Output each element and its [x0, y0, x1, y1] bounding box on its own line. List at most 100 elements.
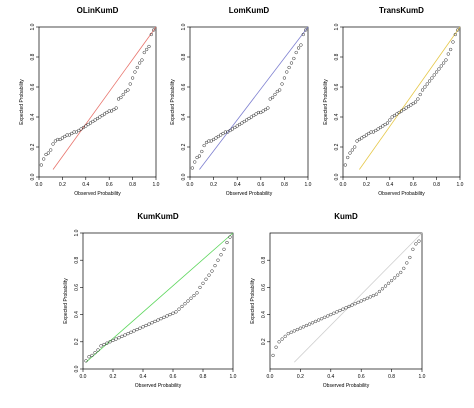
- data-point: [286, 331, 290, 336]
- data-point: [93, 351, 97, 355]
- data-point: [355, 139, 359, 143]
- data-point: [222, 247, 226, 251]
- y-tick-label: 0.4: [334, 113, 340, 120]
- data-point: [278, 88, 282, 92]
- plot-frame: [342, 26, 461, 178]
- x-axis-label: Observed Probability: [226, 191, 273, 197]
- data-point: [320, 317, 324, 321]
- data-point: [256, 110, 261, 115]
- data-point: [411, 247, 415, 251]
- data-point: [392, 276, 397, 280]
- data-point: [168, 312, 172, 317]
- data-point: [353, 302, 357, 306]
- x-tick-label: 0.0: [187, 182, 194, 188]
- data-point: [108, 340, 112, 344]
- data-point: [338, 308, 342, 313]
- y-tick-label: 0.2: [181, 143, 187, 150]
- data-point: [296, 46, 301, 50]
- data-point: [304, 323, 309, 328]
- data-point: [195, 291, 199, 295]
- plot-title: KumKumD: [137, 212, 179, 221]
- data-point: [111, 338, 115, 343]
- data-point: [77, 128, 81, 133]
- data-point: [347, 304, 351, 309]
- data-point: [242, 119, 246, 124]
- data-point: [180, 304, 184, 309]
- data-point: [348, 151, 352, 155]
- data-point: [117, 336, 121, 340]
- data-point: [56, 137, 60, 142]
- data-point: [365, 296, 369, 300]
- data-point: [140, 58, 144, 62]
- y-tick-label: 0.4: [74, 311, 80, 318]
- data-point: [377, 289, 382, 294]
- x-tick-label: 0.2: [59, 182, 66, 188]
- data-point: [353, 145, 357, 149]
- data-point: [204, 277, 208, 281]
- data-point: [147, 44, 151, 49]
- data-point: [369, 130, 373, 134]
- data-point: [210, 269, 214, 273]
- data-point: [390, 115, 394, 119]
- data-point: [292, 329, 296, 333]
- data-point: [213, 263, 217, 268]
- data-point: [299, 43, 303, 47]
- data-point: [223, 130, 228, 134]
- data-point: [350, 148, 355, 152]
- data-point: [216, 258, 220, 262]
- y-axis-label: Expected Probability: [63, 278, 69, 324]
- data-point: [198, 285, 202, 290]
- data-point: [105, 341, 109, 345]
- y-tick-label: 0.6: [30, 83, 36, 90]
- data-point: [386, 281, 391, 285]
- data-point: [427, 79, 432, 83]
- data-point: [219, 133, 223, 137]
- data-point: [141, 325, 145, 329]
- data-point: [362, 297, 366, 302]
- data-point: [303, 28, 308, 32]
- data-point: [207, 273, 211, 277]
- data-point: [414, 242, 418, 246]
- data-point: [405, 261, 409, 265]
- data-point: [114, 337, 118, 341]
- data-point: [307, 322, 312, 326]
- reference-line: [85, 232, 234, 363]
- y-tick-label: 0.8: [74, 257, 80, 264]
- data-point: [120, 334, 124, 339]
- data-point: [418, 92, 422, 97]
- data-point: [79, 127, 83, 131]
- data-point: [142, 50, 146, 55]
- data-point: [53, 139, 58, 143]
- data-point: [60, 136, 65, 140]
- plot-frame: [82, 232, 234, 370]
- data-point: [105, 110, 109, 115]
- data-point: [420, 88, 425, 92]
- data-point: [107, 109, 111, 113]
- x-tick-label: 0.8: [200, 374, 207, 380]
- data-point: [346, 155, 350, 160]
- data-point: [362, 134, 366, 139]
- y-tick-label: 0.2: [261, 338, 267, 345]
- x-tick-label: 0.6: [170, 374, 177, 380]
- data-point: [280, 337, 284, 341]
- data-point: [130, 76, 135, 80]
- data-point: [144, 323, 148, 328]
- data-point: [268, 97, 272, 101]
- data-point: [221, 131, 225, 136]
- data-point: [360, 136, 364, 140]
- x-tick-label: 0.4: [140, 374, 147, 380]
- data-point: [156, 318, 160, 322]
- data-point: [259, 110, 263, 115]
- data-point: [119, 95, 123, 100]
- data-point: [233, 125, 237, 130]
- data-point: [254, 112, 258, 116]
- data-point: [381, 124, 385, 128]
- data-point: [356, 300, 360, 305]
- plot-frame: [189, 26, 309, 178]
- data-point: [397, 110, 401, 115]
- data-point: [357, 137, 362, 142]
- data-point: [152, 28, 156, 32]
- data-point: [388, 118, 392, 122]
- data-point: [228, 128, 232, 133]
